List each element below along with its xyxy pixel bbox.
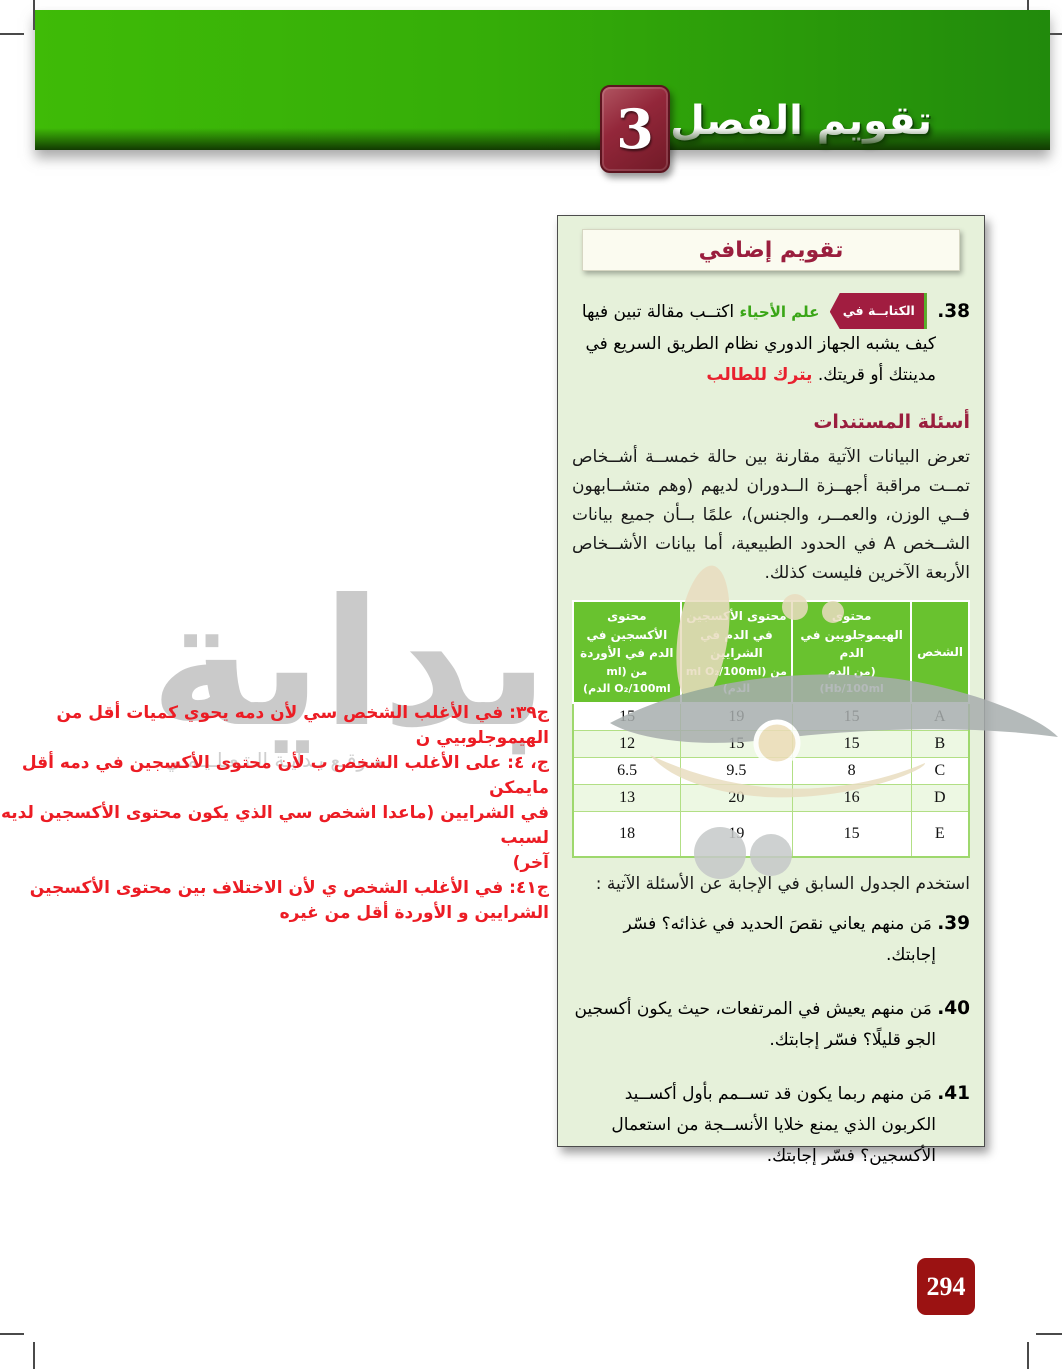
table-cell: 15 xyxy=(791,810,912,858)
annotation-line: ج٤١: في الأغلب الشخص ي لأن الاختلاف بين … xyxy=(29,878,549,898)
column-header-venous-oxygen: محتوى الأكسجين في الدم في الأوردة من (ml … xyxy=(572,600,682,704)
crop-mark xyxy=(1038,33,1062,35)
annotation-line: الهيموجلوبيي ن xyxy=(415,728,549,748)
table-cell: 13 xyxy=(572,783,682,812)
additional-assessment-header: تقويم إضافي xyxy=(582,229,960,271)
table-row-A: A 15 19 15 xyxy=(572,702,970,731)
person-cell: B xyxy=(910,729,970,758)
table-header-row: الشخص محتوى الهيموجلوبين في الدم (من الدم… xyxy=(572,600,970,704)
watermark-logo-text: بداية xyxy=(150,563,549,766)
annotation-line: ج، ٤: على الأغلب الشخص ب لأن محتوى الأكس… xyxy=(21,753,549,798)
table-row-C: C 8 9.5 6.5 xyxy=(572,756,970,785)
writing-in-badge: الكتابــة في xyxy=(829,293,927,329)
question-40-number: 40. xyxy=(937,997,970,1019)
table-cell: 19 xyxy=(680,810,793,858)
table-cell: 18 xyxy=(572,810,682,858)
question-38-answer-note: يترك للطالب xyxy=(706,365,813,385)
question-38: 38. الكتابــة في علم الأحياء اكتــب مقال… xyxy=(572,293,970,391)
column-header-person: الشخص xyxy=(910,600,970,704)
table-cell: 15 xyxy=(791,702,912,731)
table-row-B: B 15 15 12 xyxy=(572,729,970,758)
table-cell: 8 xyxy=(791,756,912,785)
blood-data-table: الشخص محتوى الهيموجلوبين في الدم (من الدم… xyxy=(572,600,970,858)
question-41-text: مَن منهم ربما يكون قد تســمم بأول أكســي… xyxy=(611,1083,936,1166)
table-cell: 19 xyxy=(680,702,793,731)
annotation-line: الشرايين و الأوردة أقل من غيره xyxy=(279,903,549,923)
person-cell: E xyxy=(910,810,970,858)
person-cell: A xyxy=(910,702,970,731)
annotation-line: في الشرايين (ماعدا اشخص سي الذي يكون محت… xyxy=(0,803,549,848)
crop-mark xyxy=(33,0,35,30)
page-number-badge: 294 xyxy=(917,1258,975,1315)
question-39: 39. مَن منهم يعاني نقصَ الحديد في غذائه؟… xyxy=(572,908,970,971)
question-39-number: 39. xyxy=(937,912,970,934)
crop-mark xyxy=(0,33,24,35)
table-cell: 9.5 xyxy=(680,756,793,785)
table-cell: 20 xyxy=(680,783,793,812)
question-38-text: اكتــب مقالة تبين فيها كيف يشبه الجهاز ا… xyxy=(581,302,936,385)
question-40: 40. مَن منهم يعيش في المرتفعات، حيث يكون… xyxy=(572,993,970,1056)
watermark-site-text: مـوقـع بـدايـة الـتـعـلـيـمـي xyxy=(164,748,384,772)
chapter-number-badge: 3 xyxy=(600,85,670,173)
intro-paragraph: تعرض البيانات الآتية مقارنة بين حالة خمس… xyxy=(572,447,970,583)
assessment-panel: تقويم إضافي 38. الكتابــة في علم الأحياء… xyxy=(557,215,985,1166)
answers-annotation: ج٣٩: في الأغلب الشخص سي لأن دمه يحوي كمي… xyxy=(0,701,549,926)
person-cell: D xyxy=(910,783,970,812)
question-40-text: مَن منهم يعيش في المرتفعات، حيث يكون أكس… xyxy=(574,998,936,1050)
chapter-title: تقويم الفصل xyxy=(670,98,932,144)
person-cell: C xyxy=(910,756,970,785)
table-row-E: E 15 19 18 xyxy=(572,810,970,858)
question-41: 41. مَن منهم ربما يكون قد تســمم بأول أك… xyxy=(572,1078,970,1172)
table-cell: 15 xyxy=(572,702,682,731)
question-39-text: مَن منهم يعاني نقصَ الحديد في غذائه؟ فسّ… xyxy=(623,913,936,965)
table-row-D: D 16 20 13 xyxy=(572,783,970,812)
table-cell: 12 xyxy=(572,729,682,758)
question-38-number: 38. xyxy=(937,301,970,322)
column-header-hemoglobin: محتوى الهيموجلوبين في الدم (من الدم Hb/10… xyxy=(791,600,913,704)
crop-mark xyxy=(0,1333,24,1335)
crop-mark xyxy=(33,1342,35,1369)
annotation-line: آخر) xyxy=(512,853,549,873)
column-header-arterial-oxygen: محتوى الأكسجين في الدم في الشرايين من (ml… xyxy=(679,600,794,704)
subject-label: علم الأحياء xyxy=(739,303,820,321)
table-instruction: استخدم الجدول السابق في الإجابة عن الأسئ… xyxy=(595,873,970,894)
crop-mark xyxy=(1036,1333,1062,1335)
table-cell: 15 xyxy=(791,729,912,758)
table-cell: 6.5 xyxy=(572,756,682,785)
table-cell: 15 xyxy=(680,729,793,758)
table-cell: 16 xyxy=(791,783,912,812)
annotation-line: ج٣٩: في الأغلب الشخص سي لأن دمه يحوي كمي… xyxy=(56,703,550,723)
document-questions-heading: أسئلة المستندات xyxy=(813,411,970,433)
crop-mark xyxy=(1027,1342,1029,1369)
additional-assessment-title: تقويم إضافي xyxy=(698,237,844,263)
question-41-number: 41. xyxy=(937,1082,970,1104)
chapter-banner: تقويم الفصل xyxy=(35,10,1050,150)
